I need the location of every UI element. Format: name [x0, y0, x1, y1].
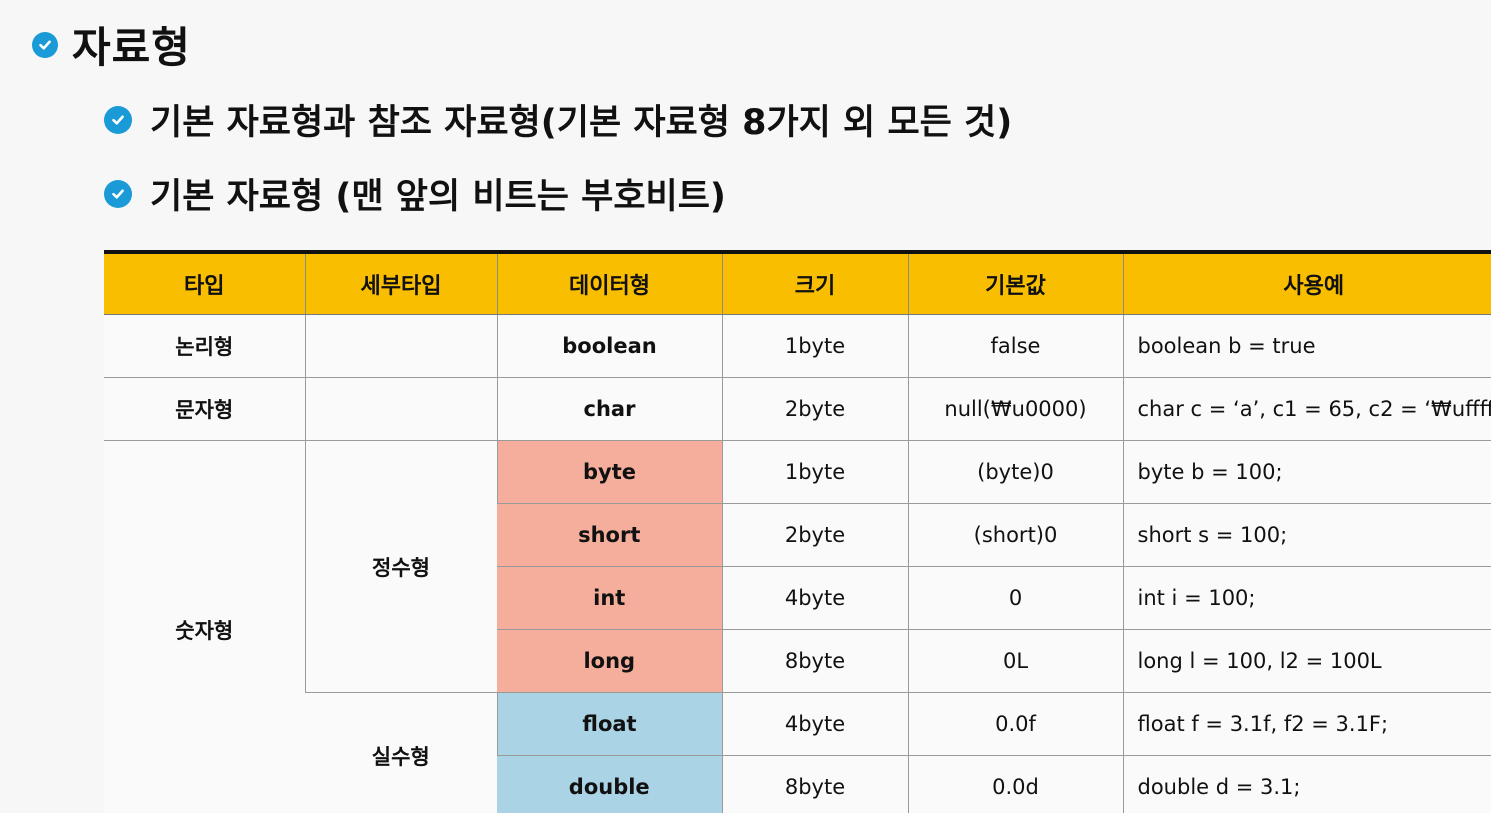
subgroup-real: 실수형 — [305, 693, 497, 813]
size-cell: 2byte — [722, 504, 908, 567]
example-cell: int i = 100; — [1123, 567, 1491, 630]
header-data-type: 데이터형 — [497, 254, 722, 315]
data-types-table: 타입 세부타입 데이터형 크기 기본값 사용예 논리형 boolean 1byt… — [104, 254, 1491, 813]
check-circle-icon — [32, 32, 58, 58]
data-type-cell: boolean — [497, 315, 722, 378]
table-row: 논리형 boolean 1byte false boolean b = true — [104, 315, 1491, 378]
data-type-cell: float — [497, 693, 722, 756]
data-type-cell: double — [497, 756, 722, 813]
size-cell: 8byte — [722, 630, 908, 693]
bullet-reference-types: 기본 자료형과 참조 자료형(기본 자료형 8가지 외 모든 것) — [104, 94, 1012, 145]
default-cell: 0 — [908, 567, 1123, 630]
main-heading-text: 자료형 — [72, 14, 191, 75]
header-size: 크기 — [722, 254, 908, 315]
main-heading: 자료형 — [32, 14, 191, 75]
check-circle-icon — [104, 180, 132, 208]
example-cell: float f = 3.1f, f2 = 3.1F; — [1123, 693, 1491, 756]
bullet-primitive-types: 기본 자료형 (맨 앞의 비트는 부호비트) — [104, 168, 726, 219]
check-circle-icon — [104, 106, 132, 134]
header-type: 타입 — [104, 254, 305, 315]
data-types-table-container: 타입 세부타입 데이터형 크기 기본값 사용예 논리형 boolean 1byt… — [104, 250, 1491, 813]
table-header-row: 타입 세부타입 데이터형 크기 기본값 사용예 — [104, 254, 1491, 315]
data-type-cell: char — [497, 378, 722, 441]
size-cell: 4byte — [722, 567, 908, 630]
default-cell: (short)0 — [908, 504, 1123, 567]
example-cell: char c = ‘a’, c1 = 65, c2 = ‘₩uffff’ — [1123, 378, 1491, 441]
size-cell: 1byte — [722, 441, 908, 504]
default-cell: 0.0d — [908, 756, 1123, 813]
default-cell: 0.0f — [908, 693, 1123, 756]
data-type-cell: short — [497, 504, 722, 567]
table-row: 숫자형 정수형 byte 1byte (byte)0 byte b = 100; — [104, 441, 1491, 504]
group-numeric: 숫자형 — [104, 441, 305, 813]
table-row: 실수형 float 4byte 0.0f float f = 3.1f, f2 … — [104, 693, 1491, 756]
example-cell: double d = 3.1; — [1123, 756, 1491, 813]
size-cell: 2byte — [722, 378, 908, 441]
header-subtype: 세부타입 — [305, 254, 497, 315]
bullet-text: 기본 자료형 (맨 앞의 비트는 부호비트) — [150, 168, 726, 219]
subgroup-integer: 정수형 — [305, 441, 497, 693]
data-type-cell: int — [497, 567, 722, 630]
example-cell: short s = 100; — [1123, 504, 1491, 567]
header-example: 사용예 — [1123, 254, 1491, 315]
default-cell: 0L — [908, 630, 1123, 693]
subtype-empty — [305, 378, 497, 441]
size-cell: 4byte — [722, 693, 908, 756]
table-row: 문자형 char 2byte null(₩u0000) char c = ‘a’… — [104, 378, 1491, 441]
data-type-cell: long — [497, 630, 722, 693]
data-type-cell: byte — [497, 441, 722, 504]
bullet-text: 기본 자료형과 참조 자료형(기본 자료형 8가지 외 모든 것) — [150, 94, 1012, 145]
default-cell: false — [908, 315, 1123, 378]
default-cell: (byte)0 — [908, 441, 1123, 504]
group-logical: 논리형 — [104, 315, 305, 378]
group-character: 문자형 — [104, 378, 305, 441]
default-cell: null(₩u0000) — [908, 378, 1123, 441]
size-cell: 8byte — [722, 756, 908, 813]
size-cell: 1byte — [722, 315, 908, 378]
example-cell: long l = 100, l2 = 100L — [1123, 630, 1491, 693]
example-cell: byte b = 100; — [1123, 441, 1491, 504]
example-cell: boolean b = true — [1123, 315, 1491, 378]
subtype-empty — [305, 315, 497, 378]
header-default-value: 기본값 — [908, 254, 1123, 315]
